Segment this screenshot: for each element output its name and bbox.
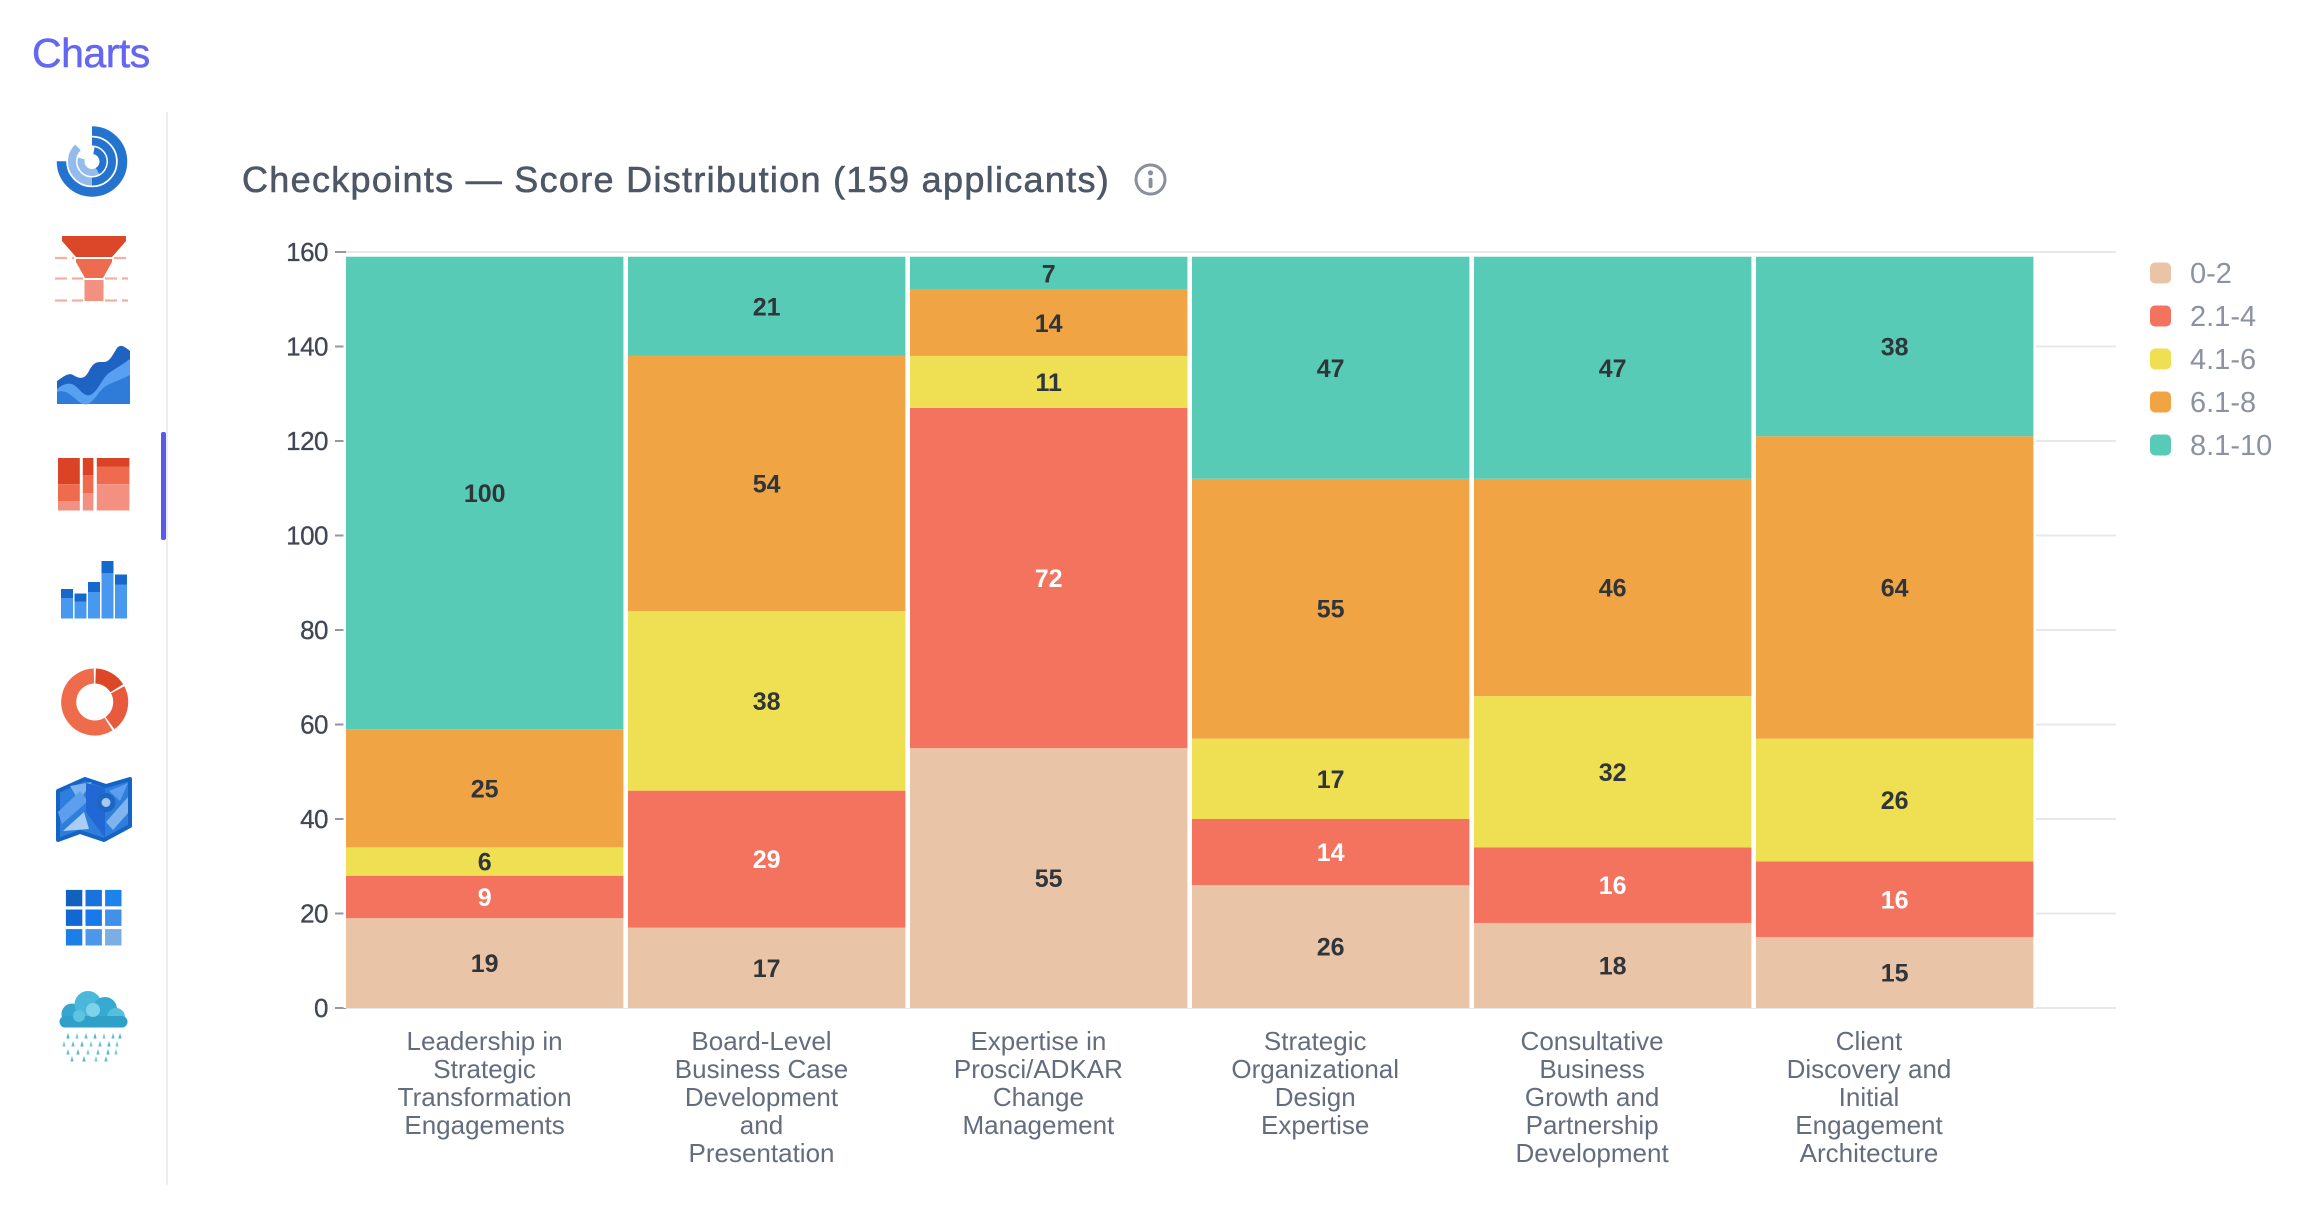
svg-text:20: 20 bbox=[300, 899, 328, 929]
svg-text:26: 26 bbox=[1317, 934, 1345, 962]
svg-text:47: 47 bbox=[1317, 355, 1345, 383]
svg-text:32: 32 bbox=[1599, 759, 1627, 787]
svg-text:72: 72 bbox=[1035, 565, 1063, 593]
svg-text:46: 46 bbox=[1599, 575, 1627, 603]
svg-text:6: 6 bbox=[478, 849, 492, 877]
svg-text:and: and bbox=[740, 1110, 783, 1140]
svg-text:54: 54 bbox=[753, 471, 781, 499]
svg-text:100: 100 bbox=[464, 480, 506, 508]
svg-text:Board-Level: Board-Level bbox=[691, 1026, 831, 1056]
svg-text:17: 17 bbox=[753, 955, 781, 983]
svg-text:29: 29 bbox=[753, 846, 781, 874]
svg-text:Expertise: Expertise bbox=[1261, 1110, 1369, 1140]
svg-text:Design: Design bbox=[1275, 1082, 1356, 1112]
svg-text:Prosci/ADKAR: Prosci/ADKAR bbox=[954, 1054, 1123, 1084]
svg-text:60: 60 bbox=[300, 710, 328, 740]
svg-text:160: 160 bbox=[286, 237, 328, 267]
svg-text:Management: Management bbox=[963, 1110, 1116, 1140]
svg-text:Discovery and: Discovery and bbox=[1787, 1054, 1952, 1084]
svg-text:140: 140 bbox=[286, 332, 328, 362]
svg-text:16: 16 bbox=[1881, 886, 1909, 914]
svg-text:Partnership: Partnership bbox=[1526, 1110, 1659, 1140]
svg-text:Business Case: Business Case bbox=[675, 1054, 848, 1084]
svg-text:Consultative: Consultative bbox=[1521, 1026, 1664, 1056]
svg-text:Development: Development bbox=[1515, 1138, 1669, 1168]
svg-text:17: 17 bbox=[1317, 766, 1345, 794]
svg-text:55: 55 bbox=[1317, 596, 1345, 624]
svg-text:Engagement: Engagement bbox=[1795, 1110, 1943, 1140]
svg-text:Architecture: Architecture bbox=[1800, 1138, 1939, 1168]
svg-text:Leadership in: Leadership in bbox=[407, 1026, 563, 1056]
svg-text:Strategic: Strategic bbox=[1264, 1026, 1367, 1056]
svg-text:47: 47 bbox=[1599, 355, 1627, 383]
svg-text:55: 55 bbox=[1035, 865, 1063, 893]
svg-text:26: 26 bbox=[1881, 787, 1909, 815]
svg-text:Development: Development bbox=[685, 1082, 839, 1112]
svg-text:25: 25 bbox=[471, 775, 499, 803]
svg-text:38: 38 bbox=[753, 688, 781, 716]
svg-text:Change: Change bbox=[993, 1082, 1084, 1112]
svg-text:21: 21 bbox=[753, 293, 781, 321]
svg-text:64: 64 bbox=[1881, 575, 1909, 603]
svg-text:9: 9 bbox=[478, 884, 492, 912]
svg-text:18: 18 bbox=[1599, 953, 1627, 981]
svg-text:Client: Client bbox=[1836, 1026, 1903, 1056]
svg-text:Presentation: Presentation bbox=[689, 1138, 835, 1168]
svg-text:14: 14 bbox=[1317, 839, 1345, 867]
svg-text:2.1-4: 2.1-4 bbox=[2190, 301, 2256, 333]
svg-text:Initial: Initial bbox=[1839, 1082, 1900, 1112]
svg-text:8.1-10: 8.1-10 bbox=[2190, 430, 2272, 462]
svg-text:0-2: 0-2 bbox=[2190, 258, 2232, 290]
svg-text:38: 38 bbox=[1881, 334, 1909, 362]
svg-text:14: 14 bbox=[1035, 310, 1063, 338]
svg-text:Checkpoints — Score Distributi: Checkpoints — Score Distribution (159 ap… bbox=[242, 159, 1110, 200]
svg-text:7: 7 bbox=[1042, 260, 1056, 288]
svg-text:40: 40 bbox=[300, 804, 328, 834]
svg-text:Expertise in: Expertise in bbox=[970, 1026, 1106, 1056]
svg-text:19: 19 bbox=[471, 950, 499, 978]
svg-text:Engagements: Engagements bbox=[404, 1110, 564, 1140]
svg-text:4.1-6: 4.1-6 bbox=[2190, 344, 2256, 376]
svg-text:11: 11 bbox=[1035, 369, 1062, 397]
svg-text:Strategic: Strategic bbox=[433, 1054, 536, 1084]
svg-text:Transformation: Transformation bbox=[398, 1082, 572, 1112]
svg-text:80: 80 bbox=[300, 615, 328, 645]
svg-text:120: 120 bbox=[286, 426, 328, 456]
svg-text:Business: Business bbox=[1539, 1054, 1645, 1084]
svg-text:Organizational: Organizational bbox=[1231, 1054, 1399, 1084]
svg-text:6.1-8: 6.1-8 bbox=[2190, 387, 2256, 419]
svg-text:Growth and: Growth and bbox=[1525, 1082, 1659, 1112]
svg-text:100: 100 bbox=[286, 521, 328, 551]
svg-text:16: 16 bbox=[1599, 872, 1627, 900]
svg-text:15: 15 bbox=[1881, 960, 1909, 988]
svg-text:0: 0 bbox=[314, 993, 328, 1023]
